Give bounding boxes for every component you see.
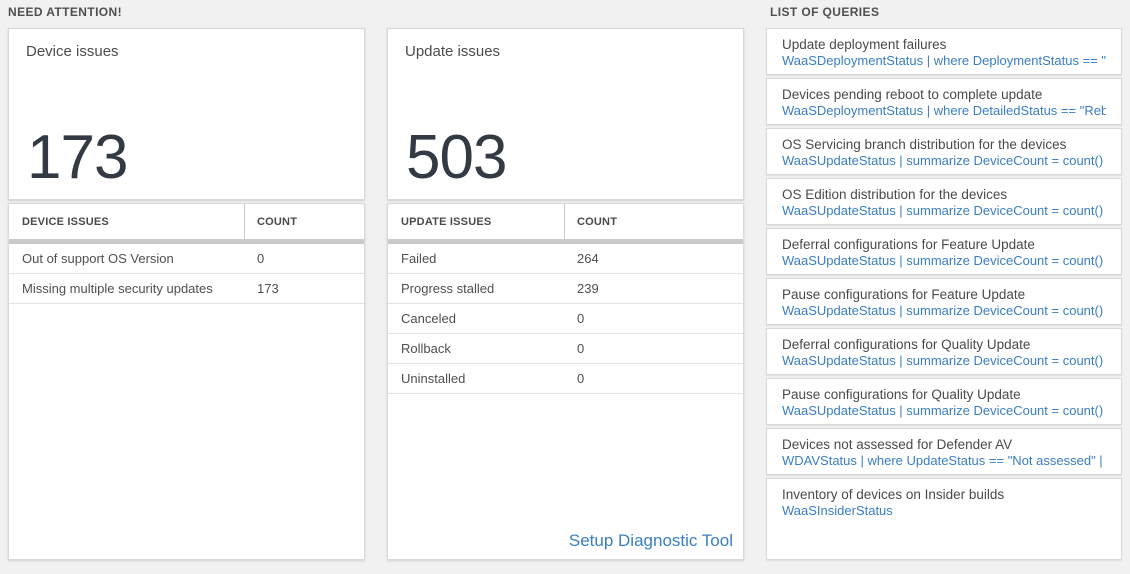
query-title: Devices pending reboot to complete updat… [782, 87, 1043, 102]
query-title: OS Servicing branch distribution for the… [782, 137, 1067, 152]
count-column-header: COUNT [577, 215, 618, 228]
query-title: Pause configurations for Feature Update [782, 287, 1026, 302]
issue-count: 264 [577, 251, 599, 266]
query-item-os-edition-distribution[interactable]: OS Edition distribution for the devices … [766, 178, 1122, 225]
issue-count: 239 [577, 281, 599, 296]
query-title: Update deployment failures [782, 37, 947, 52]
table-row[interactable]: Failed 264 [388, 244, 743, 274]
query-text: WDAVStatus | where UpdateStatus == "Not … [782, 453, 1106, 468]
query-item-deferral-quality-update[interactable]: Deferral configurations for Quality Upda… [766, 328, 1122, 375]
query-item-devices-not-assessed-defender[interactable]: Devices not assessed for Defender AV WDA… [766, 428, 1122, 475]
update-issues-table-header: UPDATE ISSUES COUNT [388, 204, 743, 239]
issue-label: Rollback [401, 341, 451, 356]
update-issues-count: 503 [406, 123, 507, 192]
device-issues-count: 173 [27, 123, 128, 192]
query-text: WaaSUpdateStatus | summarize DeviceCount… [782, 153, 1106, 168]
query-text: WaaSUpdateStatus | summarize DeviceCount… [782, 353, 1106, 368]
query-item-update-deployment-failures[interactable]: Update deployment failures WaaSDeploymen… [766, 28, 1122, 75]
section-title-need-attention: NEED ATTENTION! [8, 5, 122, 19]
table-row[interactable]: Missing multiple security updates 173 [9, 274, 364, 304]
update-issues-column-header: UPDATE ISSUES [388, 204, 565, 239]
device-issues-table: DEVICE ISSUES COUNT Out of support OS Ve… [8, 203, 365, 560]
header-divider-bar [9, 239, 364, 244]
update-issues-title: Update issues [405, 43, 501, 60]
query-title: OS Edition distribution for the devices [782, 187, 1008, 202]
table-row[interactable]: Rollback 0 [388, 334, 743, 364]
query-title: Inventory of devices on Insider builds [782, 487, 1005, 502]
section-title-list-of-queries: LIST OF QUERIES [770, 5, 880, 19]
query-text: WaaSUpdateStatus | summarize DeviceCount… [782, 303, 1106, 318]
device-issues-panel: Device issues 173 DEVICE ISSUES COUNT Ou… [8, 28, 365, 560]
table-row[interactable]: Uninstalled 0 [388, 364, 743, 394]
issue-count: 0 [577, 371, 585, 386]
issue-label: Progress stalled [401, 281, 495, 296]
update-issues-table: UPDATE ISSUES COUNT Failed 264 Progress … [387, 203, 744, 560]
device-issues-title: Device issues [26, 43, 119, 60]
issue-count: 0 [257, 251, 265, 266]
issue-label: Uninstalled [401, 371, 466, 386]
query-title: Pause configurations for Quality Update [782, 387, 1021, 402]
setup-diagnostic-tool-link[interactable]: Setup Diagnostic Tool [568, 531, 733, 550]
issue-count: 173 [257, 281, 279, 296]
update-issues-panel: Update issues 503 UPDATE ISSUES COUNT Fa… [387, 28, 744, 560]
count-column-header: COUNT [257, 215, 298, 228]
query-item-deferral-feature-update[interactable]: Deferral configurations for Feature Upda… [766, 228, 1122, 275]
table-row[interactable]: Progress stalled 239 [388, 274, 743, 304]
table-row[interactable]: Canceled 0 [388, 304, 743, 334]
update-issues-tile[interactable]: Update issues 503 [387, 28, 744, 200]
query-item-inventory-insider-builds[interactable]: Inventory of devices on Insider builds W… [766, 478, 1122, 560]
query-text: WaaSUpdateStatus | summarize DeviceCount… [782, 253, 1106, 268]
issue-label: Out of support OS Version [22, 251, 174, 266]
query-item-devices-pending-reboot[interactable]: Devices pending reboot to complete updat… [766, 78, 1122, 125]
table-row[interactable]: Out of support OS Version 0 [9, 244, 364, 274]
query-title: Deferral configurations for Quality Upda… [782, 337, 1031, 352]
device-issues-tile[interactable]: Device issues 173 [8, 28, 365, 200]
query-item-pause-feature-update[interactable]: Pause configurations for Feature Update … [766, 278, 1122, 325]
query-title: Deferral configurations for Feature Upda… [782, 237, 1035, 252]
issue-count: 0 [577, 311, 585, 326]
query-list: Update deployment failures WaaSDeploymen… [766, 28, 1122, 560]
query-text: WaaSUpdateStatus | summarize DeviceCount… [782, 203, 1106, 218]
issue-label: Missing multiple security updates [22, 281, 213, 296]
header-divider-bar [388, 239, 743, 244]
query-text: WaaSDeploymentStatus | where DetailedSta… [782, 103, 1106, 118]
issue-label: Failed [401, 251, 437, 266]
device-issues-column-header: DEVICE ISSUES [9, 204, 245, 239]
query-text: WaaSInsiderStatus [782, 503, 893, 518]
device-issues-table-header: DEVICE ISSUES COUNT [9, 204, 364, 239]
query-title: Devices not assessed for Defender AV [782, 437, 1013, 452]
query-text: WaaSUpdateStatus | summarize DeviceCount… [782, 403, 1106, 418]
issue-label: Canceled [401, 311, 456, 326]
query-item-os-servicing-branch[interactable]: OS Servicing branch distribution for the… [766, 128, 1122, 175]
list-of-queries-panel: Update deployment failures WaaSDeploymen… [766, 28, 1122, 560]
query-text: WaaSDeploymentStatus | where DeploymentS… [782, 53, 1106, 68]
issue-count: 0 [577, 341, 585, 356]
query-item-pause-quality-update[interactable]: Pause configurations for Quality Update … [766, 378, 1122, 425]
